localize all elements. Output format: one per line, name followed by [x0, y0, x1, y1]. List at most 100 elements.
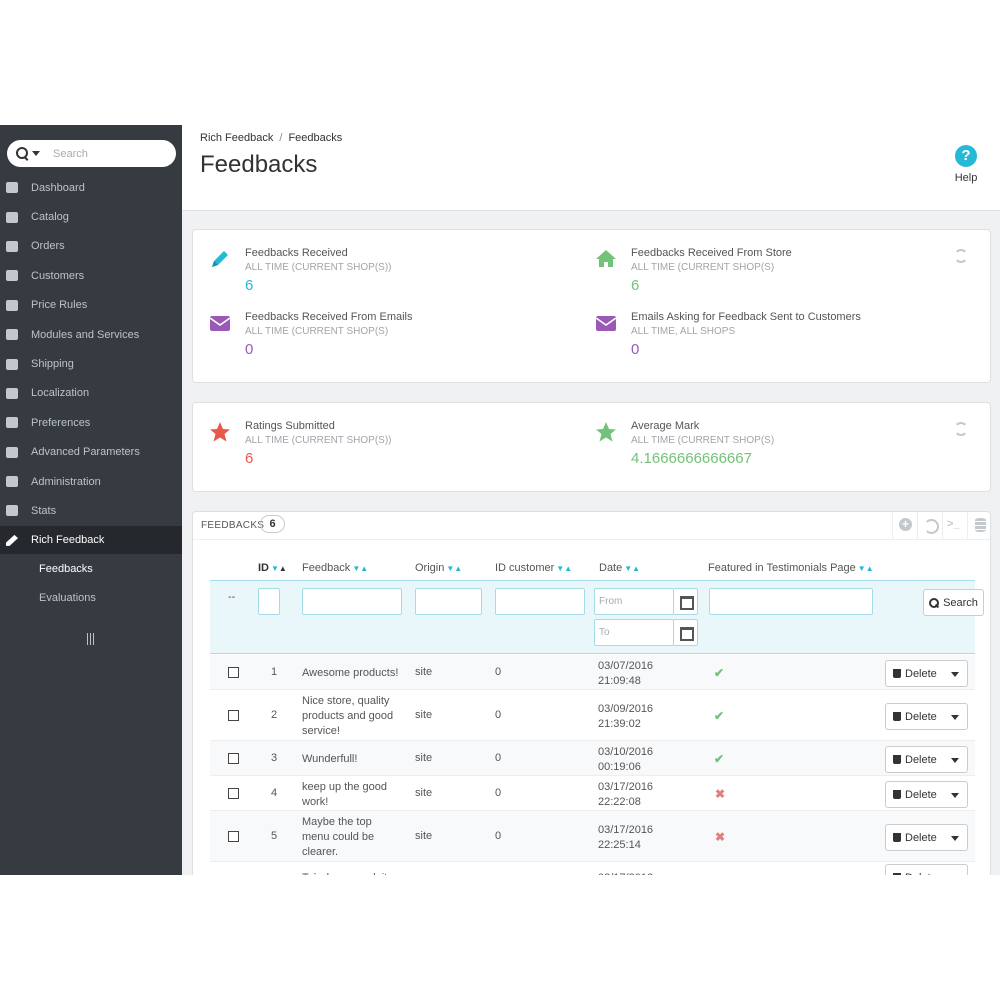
filter-feedback-input[interactable] [302, 588, 402, 615]
delete-button[interactable]: Delete [885, 781, 968, 808]
table-row[interactable]: 1 Awesome products! site 0 03/07/2016 21:09:4… [210, 655, 975, 690]
filter-id-input[interactable] [258, 588, 280, 615]
check-icon[interactable]: ✔ [714, 666, 725, 680]
sidebar-item-advanced-parameters[interactable]: Advanced Parameters [0, 438, 182, 467]
check-icon[interactable]: ✔ [714, 709, 725, 723]
delete-button[interactable]: Delete [885, 864, 968, 875]
row-checkbox[interactable] [228, 710, 239, 721]
sidebar-item-customers[interactable]: Customers [0, 261, 182, 290]
admin-frame: Search Dashboard Catalog Orders Customers Pr… [0, 125, 1000, 875]
kpi-panel-feedbacks: Feedbacks Received ALL TIME (CURRENT SHOP… [192, 229, 991, 383]
sidebar-item-preferences[interactable]: Preferences [0, 408, 182, 437]
column-header-id[interactable]: ID ▼▲ [258, 562, 287, 574]
row-origin: site [415, 787, 433, 799]
table-row[interactable]: 2 Nice store, quality products and good ser… [210, 690, 975, 741]
sql-query-icon[interactable] [942, 512, 967, 540]
refresh-icon[interactable] [954, 249, 968, 263]
users-icon [6, 270, 18, 282]
kpi-emails-sent: Emails Asking for Feedback Sent to Custo… [595, 311, 861, 358]
refresh-icon[interactable] [954, 422, 968, 436]
chevron-down-icon[interactable] [951, 793, 959, 798]
delete-button[interactable]: Delete [885, 746, 968, 773]
sidebar-item-orders[interactable]: Orders [0, 232, 182, 261]
database-export-icon[interactable] [967, 512, 990, 540]
sidebar-item-modules-and-services[interactable]: Modules and Services [0, 320, 182, 349]
collapse-menu-icon[interactable] [87, 633, 96, 645]
kpi-value: 4.1666666666667 [631, 450, 752, 467]
search-icon [929, 597, 940, 608]
sidebar-subitem-feedbacks[interactable]: Feedbacks [39, 562, 93, 575]
sidebar-search[interactable]: Search [7, 140, 176, 167]
chevron-down-icon[interactable] [32, 151, 40, 156]
table-row[interactable]: 3 Wunderfull! site 0 03/10/2016 00:19:06 ✔ Dele… [210, 741, 975, 776]
delete-button[interactable]: Delete [885, 703, 968, 730]
globe-icon [6, 387, 18, 399]
row-id: 5 [271, 830, 278, 842]
sidebar-item-dashboard[interactable]: Dashboard [0, 173, 182, 202]
row-customer: 0 [495, 787, 502, 799]
cross-icon[interactable]: ✖ [715, 830, 726, 844]
sidebar-item-administration[interactable]: Administration [0, 467, 182, 496]
chevron-down-icon[interactable] [951, 758, 959, 763]
trash-icon [893, 755, 901, 764]
sidebar-nav: Dashboard Catalog Orders Customers Price Rul… [0, 173, 182, 556]
search-input[interactable]: Search [53, 147, 88, 160]
table-title: FEEDBACKS [201, 520, 265, 531]
column-header-date[interactable]: Date ▼▲ [599, 562, 641, 574]
search-icon[interactable] [16, 146, 30, 161]
kpi-title: Emails Asking for Feedback Sent to Custo… [631, 311, 861, 323]
chevron-down-icon[interactable] [951, 672, 959, 677]
filter-origin-input[interactable] [415, 588, 482, 615]
breadcrumb-separator: / [279, 132, 283, 144]
table-row[interactable]: 4 keep up the good work! site 0 03/17/2016 22:… [210, 776, 975, 811]
bar-chart-icon [6, 505, 18, 517]
column-header-feedback[interactable]: Feedback ▼▲ [302, 562, 369, 574]
calendar-icon[interactable] [674, 619, 698, 646]
breadcrumb-item-rich-feedback[interactable]: Rich Feedback [200, 132, 274, 144]
search-button[interactable]: Search [923, 589, 984, 616]
delete-button[interactable]: Delete [885, 824, 968, 851]
filter-customer-input[interactable] [495, 588, 585, 615]
delete-button[interactable]: Delete [885, 660, 968, 687]
sidebar-item-rich-feedback[interactable]: Rich Feedback [0, 525, 182, 556]
star-icon [596, 422, 616, 442]
tags-icon [6, 299, 18, 311]
pencil-icon [212, 251, 228, 267]
row-checkbox[interactable] [228, 831, 239, 842]
sidebar-item-catalog[interactable]: Catalog [0, 202, 182, 231]
kpi-value: 6 [245, 277, 254, 294]
truck-icon [6, 358, 18, 370]
filter-date-from-input[interactable]: From [594, 588, 674, 615]
row-id: 1 [271, 666, 278, 678]
feedbacks-table-panel: FEEDBACKS 6 ID▼▲ Feedback▼▲ Origin▼▲ ID … [192, 511, 991, 875]
chevron-down-icon[interactable] [951, 715, 959, 720]
cross-icon[interactable]: ✖ [715, 787, 726, 801]
row-checkbox[interactable] [228, 788, 239, 799]
help-button[interactable]: ? Help [946, 145, 986, 184]
column-header-id-customer[interactable]: ID customer ▼▲ [495, 562, 573, 574]
sidebar-item-shipping[interactable]: Shipping [0, 349, 182, 378]
table-toolbar: FEEDBACKS 6 [193, 512, 990, 540]
help-label[interactable]: Help [954, 172, 978, 184]
kpi-title: Feedbacks Received From Emails [245, 311, 413, 323]
table-row[interactable]: 5 Maybe the top menu could be clearer. site 0… [210, 811, 975, 862]
sidebar-item-localization[interactable]: Localization [0, 379, 182, 408]
table-row[interactable]: Très bons produits 03/17/2016 Delete [210, 862, 975, 875]
row-checkbox[interactable] [228, 667, 239, 678]
kpi-value: 6 [245, 450, 254, 467]
sidebar-item-stats[interactable]: Stats [0, 496, 182, 525]
chevron-down-icon[interactable] [951, 836, 959, 841]
sidebar-subitem-evaluations[interactable]: Evaluations [39, 592, 96, 605]
help-icon[interactable]: ? [955, 145, 977, 167]
sidebar: Search Dashboard Catalog Orders Customers Pr… [0, 125, 182, 875]
calendar-icon[interactable] [674, 588, 698, 615]
filter-date-to-input[interactable]: To [594, 619, 674, 646]
column-header-origin[interactable]: Origin ▼▲ [415, 562, 463, 574]
sidebar-item-price-rules[interactable]: Price Rules [0, 291, 182, 320]
filter-featured-input[interactable] [709, 588, 873, 615]
check-icon[interactable]: ✔ [714, 752, 725, 766]
add-new-icon[interactable] [892, 512, 917, 540]
refresh-list-icon[interactable] [917, 512, 942, 540]
column-header-featured[interactable]: Featured in Testimonials Page ▼▲ [708, 562, 874, 574]
row-checkbox[interactable] [228, 753, 239, 764]
